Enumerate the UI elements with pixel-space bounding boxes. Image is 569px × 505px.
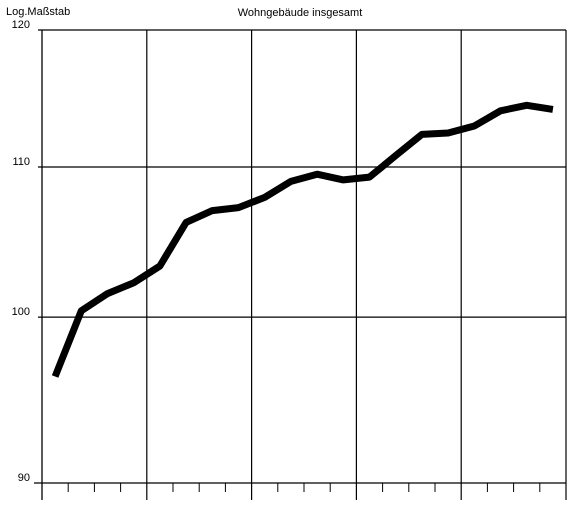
y-tick-label: 110: [12, 156, 30, 168]
y-tick-label: 90: [18, 472, 30, 484]
y-tick-label: 100: [12, 306, 30, 318]
y-tick-label: 120: [12, 19, 30, 31]
data-line: [51, 101, 554, 378]
chart-title: Wohngebäude insgesamt: [238, 7, 363, 19]
y-axis-label: Log.Maßstab: [6, 6, 70, 18]
